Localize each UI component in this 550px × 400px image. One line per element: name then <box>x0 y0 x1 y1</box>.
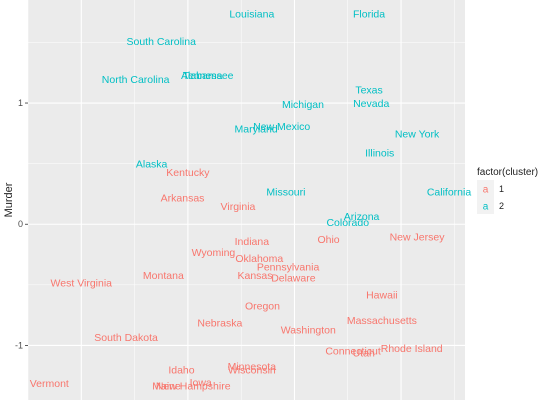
state-label-massachusetts: Massachusetts <box>347 315 417 327</box>
legend-key-glyph: a <box>483 202 489 213</box>
state-label-alabama: Alabama <box>181 70 223 82</box>
state-label-arizona: Arizona <box>344 211 380 223</box>
state-label-north-carolina: North Carolina <box>102 74 170 86</box>
state-label-oregon: Oregon <box>245 300 280 312</box>
state-label-west-virginia: West Virginia <box>51 277 113 289</box>
state-label-new-york: New York <box>395 128 440 140</box>
legend-key-glyph: a <box>483 185 489 196</box>
state-label-indiana: Indiana <box>235 236 270 248</box>
state-label-montana: Montana <box>143 270 184 282</box>
state-label-south-carolina: South Carolina <box>126 36 196 48</box>
state-label-oklahoma: Oklahoma <box>235 253 283 265</box>
panel-background <box>28 0 465 400</box>
state-label-michigan: Michigan <box>282 99 324 111</box>
state-label-utah: Utah <box>353 348 375 360</box>
state-label-florida: Florida <box>353 8 385 20</box>
state-label-nebraska: Nebraska <box>197 317 242 329</box>
y-axis-title: Murder <box>3 182 15 217</box>
state-label-missouri: Missouri <box>266 187 305 199</box>
state-label-wyoming: Wyoming <box>192 247 236 259</box>
state-labels: Kentucky Arkansas Virginia Indiana Ohio New J… <box>30 8 472 392</box>
state-label-alaska: Alaska <box>136 159 168 171</box>
legend-entry-label: 1 <box>499 184 504 194</box>
state-label-illinois: Illinois <box>365 148 394 160</box>
y-tick-label: -1 <box>15 340 23 350</box>
legend-entries: a 1a 2 <box>477 180 504 214</box>
state-label-kansas: Kansas <box>238 270 273 282</box>
state-label-maryland: Maryland <box>234 123 277 135</box>
state-label-colorado: Colorado <box>326 217 369 229</box>
state-label-new-hampshire: New Hampshire <box>156 380 231 392</box>
state-label-connecticut: Connecticut <box>325 345 381 357</box>
state-label-nevada: Nevada <box>353 98 389 110</box>
minor-gridlines <box>27 0 465 400</box>
y-axis-ticks: 1 0 -1 <box>15 98 28 350</box>
state-label-idaho: Idaho <box>168 365 194 377</box>
state-label-rhode-island: Rhode Island <box>381 343 443 355</box>
state-label-california: California <box>427 187 472 199</box>
legend-key <box>477 180 494 197</box>
state-label-minnesota: Minnesota <box>228 361 277 373</box>
state-label-delaware: Delaware <box>271 273 316 285</box>
state-label-tennessee: Tennessee <box>183 70 234 82</box>
state-label-new-jersey: New Jersey <box>390 231 446 243</box>
state-label-new-mexico: New Mexico <box>253 121 310 133</box>
state-label-hawaii: Hawaii <box>366 290 398 302</box>
state-label-virginia: Virginia <box>221 201 256 213</box>
state-label-louisiana: Louisiana <box>229 8 274 20</box>
y-tick-label: 0 <box>18 219 23 229</box>
state-label-kentucky: Kentucky <box>166 167 210 179</box>
state-label-wisconsin: Wisconsin <box>228 365 276 377</box>
state-label-arkansas: Arkansas <box>161 193 205 205</box>
state-label-vermont: Vermont <box>30 378 69 390</box>
state-label-pennsylvania: Pennsylvania <box>257 262 320 274</box>
legend-title: factor(cluster) <box>477 167 538 178</box>
state-label-washington: Washington <box>281 325 336 337</box>
major-gridlines <box>28 0 465 400</box>
state-label-texas: Texas <box>355 85 382 97</box>
legend: factor(cluster) a 1a 2 <box>477 167 538 214</box>
state-label-maine: Maine <box>152 380 181 392</box>
state-label-south-dakota: South Dakota <box>94 332 158 344</box>
legend-entry-label: 2 <box>499 201 504 211</box>
y-tick-label: 1 <box>18 98 23 108</box>
legend-key <box>477 197 494 214</box>
state-label-ohio: Ohio <box>317 234 339 246</box>
state-label-iowa: Iowa <box>190 377 212 389</box>
